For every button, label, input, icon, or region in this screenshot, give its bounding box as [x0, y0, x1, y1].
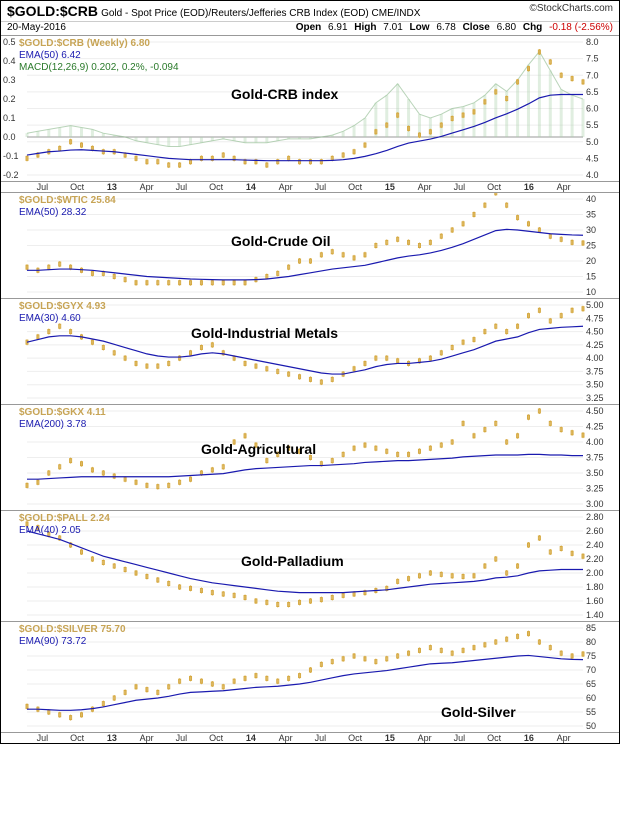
svg-text:0.4: 0.4	[3, 56, 16, 66]
ticker-symbol: $GOLD:$CRB	[7, 3, 98, 19]
svg-text:0.0: 0.0	[3, 132, 16, 142]
chart-date: 20-May-2016	[7, 22, 66, 33]
panel-crb-title: Gold-CRB index	[231, 86, 338, 102]
panel-silver-info: $GOLD:$SILVER 75.70EMA(90) 73.72	[19, 624, 126, 648]
svg-text:20: 20	[586, 256, 596, 266]
svg-text:15: 15	[586, 272, 596, 282]
svg-text:4.00: 4.00	[586, 353, 604, 363]
panel-wtic-info: $GOLD:$WTIC 25.84EMA(50) 28.32	[19, 195, 116, 219]
svg-text:3.25: 3.25	[586, 484, 604, 494]
svg-text:2.00: 2.00	[586, 568, 604, 578]
svg-text:10: 10	[586, 287, 596, 297]
svg-text:0.2: 0.2	[3, 94, 16, 104]
svg-text:8.0: 8.0	[586, 37, 599, 47]
svg-text:5.5: 5.5	[586, 120, 599, 130]
svg-text:3.25: 3.25	[586, 393, 604, 403]
svg-text:80: 80	[586, 637, 596, 647]
svg-text:70: 70	[586, 665, 596, 675]
svg-text:4.75: 4.75	[586, 313, 604, 323]
svg-text:1.60: 1.60	[586, 596, 604, 606]
svg-text:55: 55	[586, 707, 596, 717]
svg-text:0.1: 0.1	[3, 113, 16, 123]
svg-text:0.5: 0.5	[3, 37, 16, 47]
svg-text:7.5: 7.5	[586, 54, 599, 64]
panel-silver-title: Gold-Silver	[441, 704, 516, 720]
ohlc-bar: 20-May-2016 Open 6.91 High 7.01 Low 6.78…	[1, 22, 619, 35]
panel-gkx-info: $GOLD:$GKX 4.11EMA(200) 3.78	[19, 407, 106, 431]
panel-crb-info: $GOLD:$CRB (Weekly) 6.80EMA(50) 6.42MACD…	[19, 38, 179, 74]
svg-text:35: 35	[586, 210, 596, 220]
panel-pall: $GOLD:$PALL 2.24EMA(40) 2.05 Gold-Palladi…	[1, 510, 619, 621]
x-axis-bottom: JulOct13AprJulOct14AprJulOct15AprJulOct1…	[1, 732, 619, 743]
svg-text:4.25: 4.25	[586, 422, 604, 432]
svg-text:4.5: 4.5	[586, 153, 599, 163]
svg-text:3.50: 3.50	[586, 380, 604, 390]
svg-text:6.0: 6.0	[586, 104, 599, 114]
svg-text:65: 65	[586, 679, 596, 689]
svg-text:25: 25	[586, 241, 596, 251]
panel-gyx-info: $GOLD:$GYX 4.93EMA(30) 4.60	[19, 301, 106, 325]
panel-gyx-title: Gold-Industrial Metals	[191, 325, 338, 341]
svg-text:4.50: 4.50	[586, 327, 604, 337]
svg-text:1.40: 1.40	[586, 610, 604, 620]
svg-text:4.00: 4.00	[586, 437, 604, 447]
svg-text:30: 30	[586, 225, 596, 235]
panel-wtic: $GOLD:$WTIC 25.84EMA(50) 28.32 Gold-Crude…	[1, 192, 619, 298]
svg-text:3.00: 3.00	[586, 499, 604, 509]
panels-region: $GOLD:$CRB (Weekly) 6.80EMA(50) 6.42MACD…	[1, 35, 619, 732]
svg-text:3.75: 3.75	[586, 453, 604, 463]
source-label: ©StockCharts.com	[529, 3, 613, 19]
svg-text:2.20: 2.20	[586, 554, 604, 564]
svg-text:3.50: 3.50	[586, 468, 604, 478]
svg-text:-0.2: -0.2	[3, 170, 19, 180]
svg-text:3.75: 3.75	[586, 366, 604, 376]
svg-text:40: 40	[586, 194, 596, 204]
svg-text:-0.1: -0.1	[3, 151, 19, 161]
svg-text:2.60: 2.60	[586, 526, 604, 536]
svg-text:85: 85	[586, 623, 596, 633]
ohlc-values: Open 6.91 High 7.01 Low 6.78 Close 6.80 …	[292, 22, 613, 33]
panel-silver: $GOLD:$SILVER 75.70EMA(90) 73.72 Gold-Sil…	[1, 621, 619, 732]
panel-gkx-title: Gold-Agricultural	[201, 441, 316, 457]
x-axis-top: JulOct13AprJulOct14AprJulOct15AprJulOct1…	[1, 181, 619, 192]
svg-text:2.40: 2.40	[586, 540, 604, 550]
chart-header: $GOLD:$CRB Gold - Spot Price (EOD)/Reute…	[1, 1, 619, 22]
svg-text:1.80: 1.80	[586, 582, 604, 592]
svg-text:5.00: 5.00	[586, 300, 604, 310]
svg-text:4.25: 4.25	[586, 340, 604, 350]
panel-gyx: $GOLD:$GYX 4.93EMA(30) 4.60 Gold-Industri…	[1, 298, 619, 404]
svg-text:4.50: 4.50	[586, 406, 604, 416]
ticker-desc: Gold - Spot Price (EOD)/Reuters/Jefferie…	[101, 8, 420, 19]
svg-text:6.5: 6.5	[586, 87, 599, 97]
svg-text:75: 75	[586, 651, 596, 661]
svg-text:60: 60	[586, 693, 596, 703]
svg-text:5.0: 5.0	[586, 137, 599, 147]
panel-crb: $GOLD:$CRB (Weekly) 6.80EMA(50) 6.42MACD…	[1, 35, 619, 181]
panel-pall-info: $GOLD:$PALL 2.24EMA(40) 2.05	[19, 513, 110, 537]
panel-wtic-title: Gold-Crude Oil	[231, 233, 331, 249]
panel-pall-title: Gold-Palladium	[241, 553, 344, 569]
svg-text:50: 50	[586, 721, 596, 731]
svg-text:0.3: 0.3	[3, 75, 16, 85]
chart-container: $GOLD:$CRB Gold - Spot Price (EOD)/Reute…	[0, 0, 620, 744]
svg-text:2.80: 2.80	[586, 512, 604, 522]
panel-gkx: $GOLD:$GKX 4.11EMA(200) 3.78 Gold-Agricul…	[1, 404, 619, 510]
svg-text:4.0: 4.0	[586, 170, 599, 180]
svg-text:7.0: 7.0	[586, 70, 599, 80]
